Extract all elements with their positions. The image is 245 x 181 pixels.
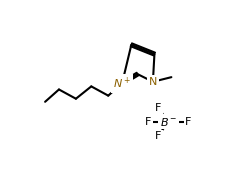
Text: $N^+$: $N^+$ [113,76,131,91]
Text: F: F [155,131,161,141]
Text: F: F [155,103,161,113]
Text: F: F [145,117,151,127]
Text: $B^-$: $B^-$ [159,116,177,128]
Text: F: F [185,117,192,127]
Text: N: N [149,77,157,87]
